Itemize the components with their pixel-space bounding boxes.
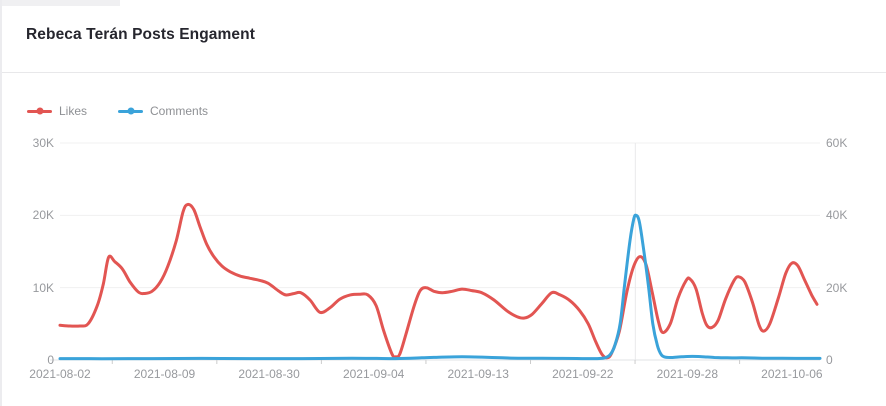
y-axis-left-label: 30K	[32, 136, 54, 150]
x-axis-label: 2021-08-02	[29, 367, 91, 381]
chart-legend: Likes Comments	[27, 104, 208, 118]
legend-label-likes: Likes	[59, 104, 88, 118]
legend-item-comments[interactable]: Comments	[118, 104, 208, 118]
legend-label-comments: Comments	[150, 104, 209, 118]
x-axis-label: 2021-09-04	[342, 367, 405, 381]
x-axis-label: 2021-09-28	[656, 367, 719, 381]
likes-dot-icon	[36, 107, 43, 115]
likes-line	[58, 202, 819, 360]
x-axis-label: 2021-10-06	[761, 367, 823, 381]
x-axis-label: 2021-08-09	[133, 367, 196, 381]
y-axis-right-label: 0	[826, 353, 833, 367]
y-axis-right-label: 20K	[826, 280, 848, 295]
chart-canvas	[50, 142, 822, 364]
page-title: Rebeca Terán Posts Engament	[26, 26, 255, 43]
x-axis-label: 2021-08-30	[238, 367, 300, 381]
y-axis-right-label: 40K	[826, 208, 848, 223]
y-axis-left-label: 10K	[32, 280, 54, 295]
comments-dot-icon	[127, 107, 135, 115]
engagement-line-chart[interactable]: 30K 20K 10K 0 60K 40K 20K 0 2021-08-02 2021-08-09…	[2, 128, 886, 406]
comments-line-icon	[118, 107, 144, 115]
likes-line-icon	[27, 107, 52, 115]
y-axis-left-label: 0	[47, 353, 54, 367]
header-divider	[2, 72, 886, 73]
x-axis-label: 2021-09-22	[552, 367, 614, 381]
top-edge-strip	[2, 0, 120, 6]
legend-item-likes[interactable]: Likes	[27, 104, 87, 118]
y-axis-left-label: 20K	[32, 208, 54, 223]
x-axis-label: 2021-09-13	[447, 367, 509, 381]
comments-line	[58, 213, 822, 361]
y-axis-right-label: 60K	[826, 136, 848, 150]
